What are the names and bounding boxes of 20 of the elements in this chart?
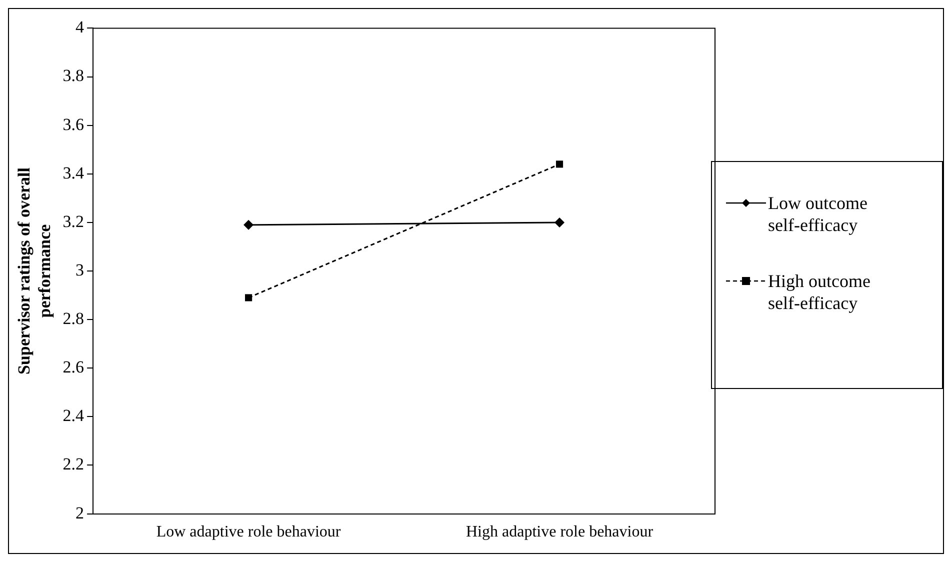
y-axis-title: Supervisor ratings of overall performance [14, 167, 54, 374]
y-tick-label: 3.4 [62, 163, 85, 182]
point [554, 217, 565, 228]
x-tick-label: High adaptive role behaviour [466, 524, 654, 541]
y-tick-label: 3.2 [62, 212, 84, 231]
legend-label: High outcome self-efficacy [768, 270, 872, 314]
legend-label: Low outcome self-efficacy [768, 192, 868, 236]
point [245, 294, 252, 302]
y-tick-label: 4 [76, 18, 85, 37]
y-tick-label: 2 [76, 503, 84, 522]
y-tick-label: 2.6 [62, 358, 84, 377]
y-tick-label: 2.2 [62, 454, 84, 474]
y-tick-label: 3.6 [62, 114, 84, 134]
point [244, 220, 254, 230]
x-tick-label: Low adaptive role behaviour [156, 524, 342, 541]
y-tick-label: 2.8 [62, 309, 84, 328]
y-tick-label: 3 [76, 260, 84, 280]
y-tick-label: 2.4 [62, 406, 85, 426]
point [556, 160, 564, 168]
y-tick-label: 3.8 [62, 66, 84, 86]
